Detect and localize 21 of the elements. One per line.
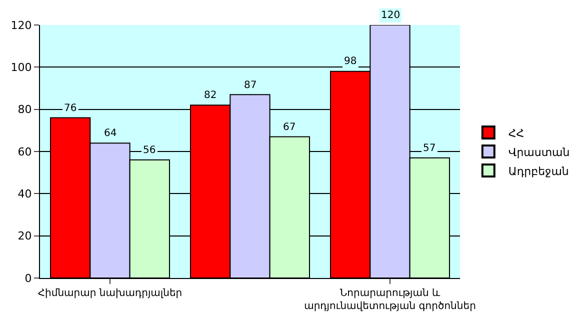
data-label: 120 xyxy=(381,10,400,21)
y-tick-label: 0 xyxy=(24,272,32,285)
legend-label: ՀՀ xyxy=(508,126,524,140)
y-tick-label: 60 xyxy=(18,145,32,158)
data-label: 98 xyxy=(344,56,357,67)
y-tick-label: 100 xyxy=(10,61,32,74)
data-label: 57 xyxy=(423,143,436,154)
x-tick-label: Հիմնարար նախադրյալներ xyxy=(38,288,182,299)
y-tick-label: 20 xyxy=(18,230,32,243)
y-tick-label: 80 xyxy=(18,103,32,116)
data-label: 56 xyxy=(143,145,156,156)
data-label: 64 xyxy=(104,128,117,139)
legend-label: Ադրբեջան xyxy=(508,164,569,178)
data-label: 82 xyxy=(204,90,217,101)
data-label: 67 xyxy=(283,122,296,133)
x-tick-label: Նորարարության և արդյունավետության գործոններ xyxy=(304,288,476,312)
y-tick-label: 120 xyxy=(10,18,32,32)
data-label: 87 xyxy=(244,80,257,91)
y-tick-label: 40 xyxy=(18,188,32,201)
data-label: 76 xyxy=(64,103,77,114)
legend-label: Վրաստան xyxy=(508,146,570,159)
